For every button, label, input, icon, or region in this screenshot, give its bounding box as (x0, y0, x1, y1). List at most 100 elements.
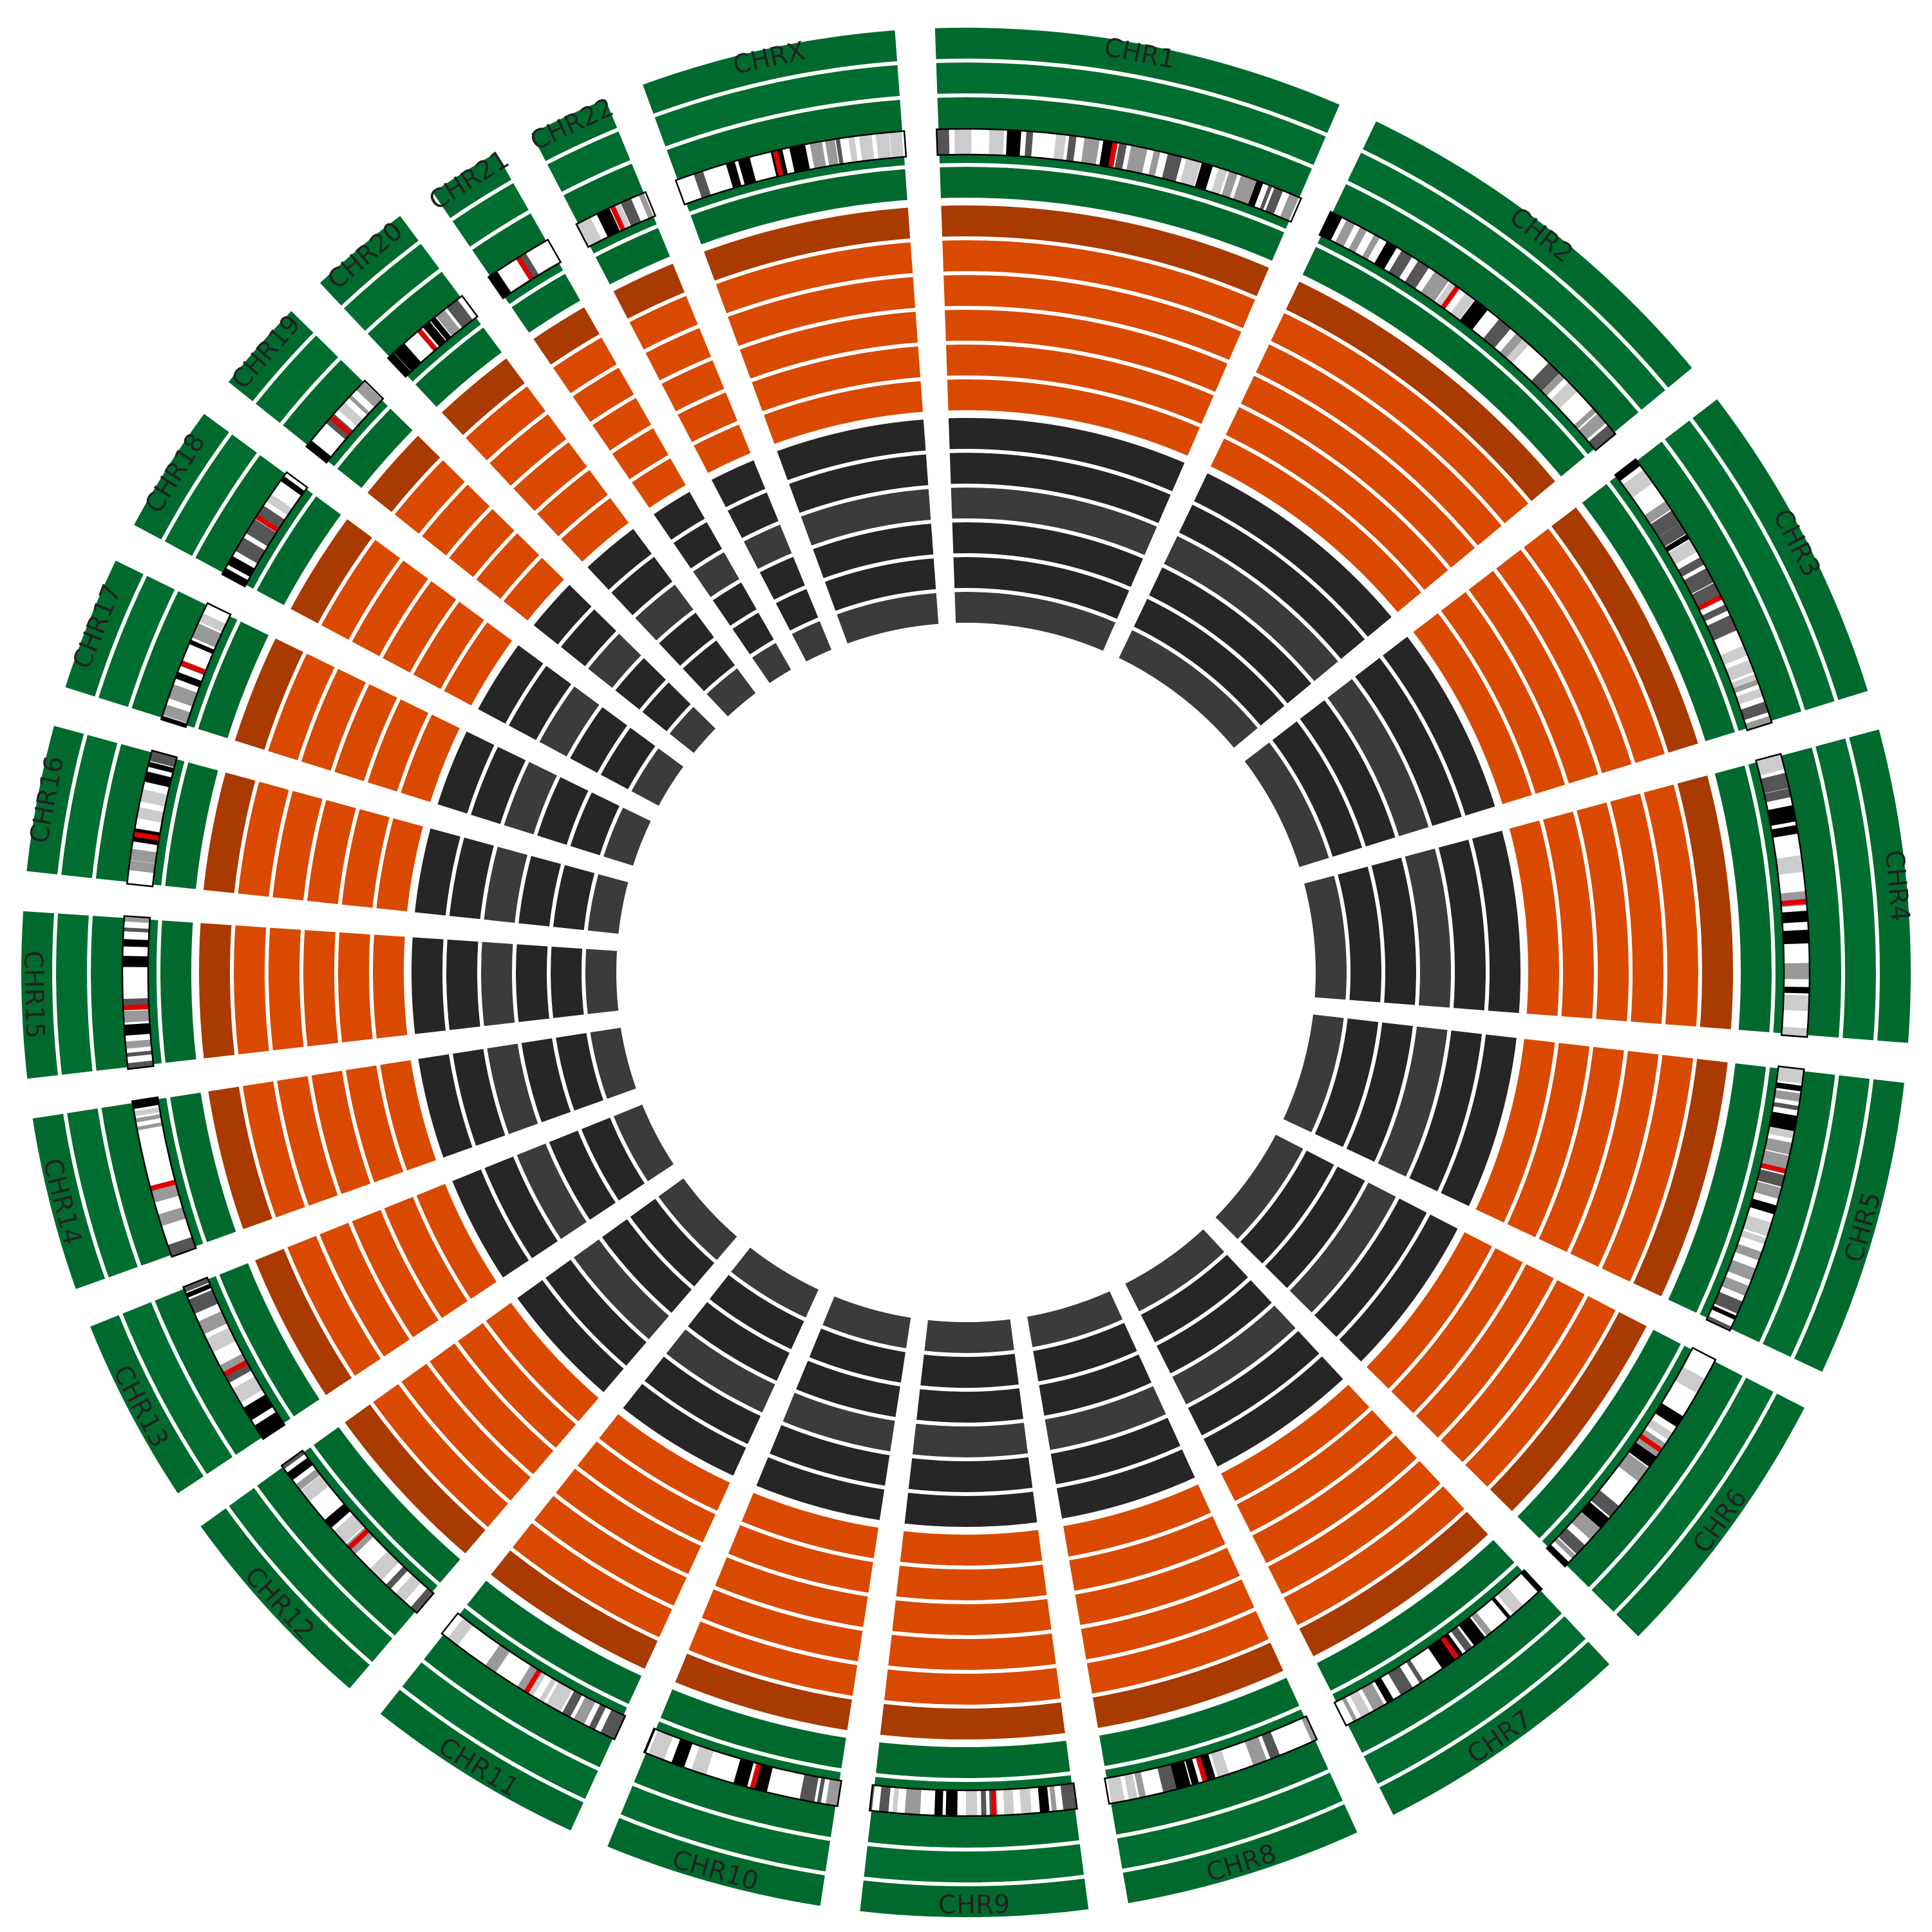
centromere-chr22 (610, 205, 626, 231)
ideogram-band-chr11 (545, 1681, 573, 1712)
ideogram-band-chr11 (600, 1709, 625, 1739)
track-cell-chr4-ring-6 (1467, 826, 1525, 1018)
track-cell-chr9-ring-5 (904, 1453, 1037, 1496)
track-cell-chr9-ring-8 (891, 1560, 1052, 1604)
track-cell-chr21-ring-17 (427, 147, 517, 223)
ideogram-band-chr19 (355, 381, 383, 408)
ideogram-band-chr22 (576, 217, 602, 247)
ideogram-band-chr1 (1221, 171, 1238, 198)
ideogram-band-chr20 (446, 299, 473, 328)
ideogram-band-chr5 (1776, 1066, 1804, 1084)
track-cell-chr22-ring-12 (608, 258, 690, 324)
track-cell-chr3-ring-17 (1687, 393, 1873, 705)
track-cell-chr9-ring-3 (912, 1384, 1028, 1426)
track-cell-chr4-ring-17 (1844, 724, 1915, 1047)
ideogram-band-chr15 (122, 939, 149, 947)
centromere-chr10 (750, 1763, 762, 1790)
track-cell-chr15-ring-13 (156, 916, 201, 1067)
ideogram-band-chr9 (981, 1790, 987, 1816)
centromere-chr9 (990, 1790, 997, 1816)
track-cell-chr16-ring-17 (22, 721, 89, 879)
ideogram-band-chr4 (1783, 929, 1810, 945)
ideogram-ring (121, 128, 1811, 1817)
ideogram-band-chr7 (1491, 1596, 1511, 1619)
ideogram-band-chrx (889, 131, 904, 158)
track-cell-chr22-ring-6 (706, 455, 771, 513)
centromere-chr15 (123, 1004, 149, 1010)
track-cell-chr15-ring-12 (195, 918, 239, 1063)
centromere-chr14 (149, 1179, 176, 1191)
track-cell-chrx-ring-17 (638, 26, 902, 119)
ideogram-band-chr13 (254, 1412, 285, 1439)
centromere-chr6 (1638, 1434, 1663, 1453)
ideogram-band-chr5 (1706, 1316, 1732, 1331)
centromere-chr8 (1195, 1756, 1208, 1783)
ideogram-band-chr18 (256, 505, 285, 531)
ideogram-band-chr9 (1003, 1788, 1014, 1815)
track-cell-chr13-ring-17 (85, 1310, 209, 1499)
ideogram-band-chr2 (1550, 382, 1578, 410)
ideogram-frame-chr21 (487, 238, 562, 299)
track-cell-chr2-ring-12 (1280, 276, 1561, 507)
track-cell-chr18-ring-17 (128, 408, 234, 545)
track-cell-chr10-ring-17 (602, 1813, 829, 1911)
ideogram-band-chr7 (1520, 1570, 1542, 1593)
ideogram-band-chr11 (517, 1665, 538, 1691)
track-cell-chr16-ring-6 (410, 824, 466, 920)
ideogram-band-chr4 (1783, 963, 1810, 980)
ideogram-band-chr1 (954, 128, 972, 155)
ideogram-band-chr8 (1301, 1716, 1317, 1742)
track-cell-chr15-ring-7 (369, 931, 412, 1043)
ideogram-band-chr12 (386, 1566, 408, 1589)
track-cell-chr21-ring-12 (527, 301, 605, 370)
ideogram-band-chr1 (1259, 185, 1273, 211)
ideogram-band-chr3 (1644, 501, 1671, 524)
track-cell-chr2-ring-6 (1189, 468, 1397, 643)
track-cell-chr13-ring-12 (250, 1244, 357, 1401)
ideogram-band-chr8 (1134, 1771, 1146, 1798)
track-cell-chr14-ring-17 (28, 1109, 110, 1294)
ideogram-band-chr7 (1406, 1659, 1424, 1684)
ideogram-band-chr1 (1126, 145, 1148, 174)
track-cell-chr11-ring-6 (617, 1378, 752, 1481)
ideogram-band-chr14 (158, 1207, 186, 1226)
ideogram-band-chr10 (671, 1739, 693, 1768)
chromosome-label-chr4: CHR4 (1879, 849, 1915, 923)
ideogram-band-chr16 (140, 789, 168, 807)
ideogram-band-chr5 (1774, 1090, 1801, 1102)
ideogram-band-chr17 (189, 639, 214, 654)
track-cell-chr5-ring-12 (1628, 1054, 1732, 1302)
ideogram-band-chr18 (235, 537, 265, 564)
ideogram-band-chr5 (1772, 1102, 1799, 1111)
ideogram-band-chr6 (1591, 1490, 1620, 1517)
centromere-chr5 (1760, 1162, 1786, 1174)
ideogram-band-chr7 (1459, 1616, 1486, 1646)
ideogram-band-chr14 (135, 1113, 162, 1123)
ideogram-band-chr15 (123, 1010, 150, 1023)
track-cell-chr19-ring-17 (223, 305, 319, 407)
ideogram-band-chr5 (1734, 1244, 1762, 1261)
ideogram-band-chr13 (205, 1327, 236, 1353)
ideogram-band-chr16 (129, 848, 157, 864)
track-cell-chr9-ring-1 (920, 1314, 1019, 1357)
ideogram-frame-chr19 (305, 379, 384, 464)
ideogram-band-chr5 (1757, 1169, 1785, 1187)
ideogram-band-chr6 (1647, 1419, 1673, 1440)
chromosome-label-chr9: CHR9 (938, 1889, 1010, 1920)
track-cell-chr7-ring-17 (1374, 1636, 1615, 1821)
ideogram-band-chr4 (1783, 987, 1810, 994)
ideogram-band-chr10 (733, 1758, 754, 1788)
track-cell-chr20-ring-12 (436, 353, 531, 440)
ideogram-band-chr2 (1450, 292, 1475, 320)
ideogram-band-chr22 (638, 193, 654, 219)
track-cell-chr10-ring-6 (751, 1452, 889, 1525)
ideogram-band-chr2 (1499, 333, 1524, 359)
track-cell-chr9-ring-12 (876, 1698, 1070, 1744)
ideogram-band-chr9 (904, 1788, 922, 1815)
track-cell-chr10-ring-12 (670, 1648, 857, 1735)
centromere-chr17 (180, 660, 207, 675)
ideogram-band-chr1 (1053, 133, 1066, 160)
ideogram-band-chr1 (1265, 187, 1283, 215)
ideogram-band-chr7 (1497, 1586, 1524, 1615)
ideogram-band-chr6 (1581, 1501, 1609, 1529)
